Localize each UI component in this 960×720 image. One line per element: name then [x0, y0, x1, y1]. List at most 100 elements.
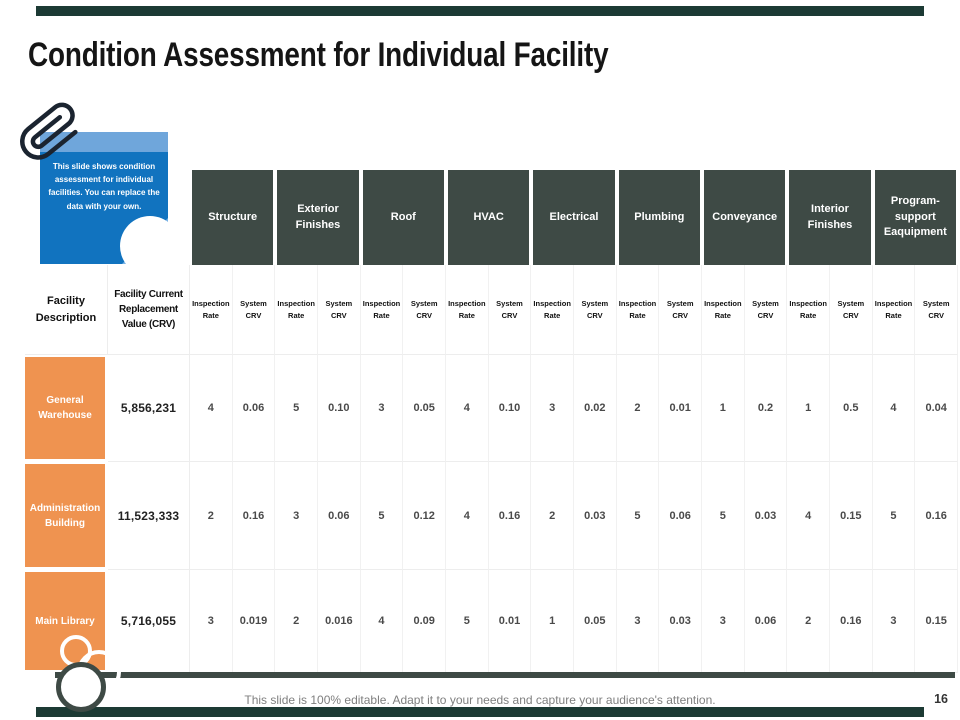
- sticky-note-curl-cut: [120, 216, 180, 276]
- category-header-conveyance: Conveyance: [702, 170, 788, 265]
- value-cell: 0.06: [659, 462, 702, 570]
- category-header-program-support-eaquipment: Program- support Eaquipment: [872, 170, 958, 265]
- facility-description-header: Facility Description: [25, 265, 108, 355]
- category-header-electrical: Electrical: [531, 170, 617, 265]
- top-accent-bar: [36, 6, 924, 16]
- paperclip-icon: [20, 102, 78, 160]
- value-cell: 0.06: [318, 462, 361, 570]
- value-cell: 0.09: [403, 570, 446, 673]
- value-cell: 0.16: [232, 462, 276, 570]
- system-crv-header: System CRV: [830, 265, 873, 355]
- value-cell: 3: [872, 570, 916, 673]
- value-cell: 1: [702, 355, 745, 462]
- system-crv-header: System CRV: [403, 265, 446, 355]
- inspection-rate-header: Inspection Rate: [531, 265, 574, 355]
- inspection-rate-header: Inspection Rate: [787, 265, 830, 355]
- value-cell: 2: [787, 570, 830, 673]
- value-cell: 3: [531, 355, 574, 462]
- system-crv-header: System CRV: [232, 265, 276, 355]
- value-cell: 0.10: [318, 355, 361, 462]
- category-header-hvac: HVAC: [446, 170, 532, 265]
- inspection-rate-header: Inspection Rate: [275, 265, 318, 355]
- value-cell: 5: [702, 462, 745, 570]
- value-cell: 1: [531, 570, 574, 673]
- inspection-rate-header: Inspection Rate: [872, 265, 916, 355]
- value-cell: 0.16: [830, 570, 873, 673]
- value-cell: 0.06: [232, 355, 276, 462]
- category-header-exterior-finishes: Exterior Finishes: [275, 170, 361, 265]
- facility-name-cell: Administration Building: [25, 462, 108, 570]
- system-crv-header: System CRV: [318, 265, 361, 355]
- value-cell: 0.04: [915, 355, 958, 462]
- value-cell: 0.16: [915, 462, 958, 570]
- condition-assessment-table: Structure Exterior Finishes Roof HVAC Electr…: [25, 170, 958, 673]
- value-cell: 3: [616, 570, 660, 673]
- value-cell: 5: [872, 462, 916, 570]
- value-cell: 3: [360, 355, 404, 462]
- bottom-accent-bar: [36, 707, 924, 717]
- value-cell: 2: [616, 355, 660, 462]
- table-bottom-rule: [55, 672, 955, 678]
- value-cell: 2: [531, 462, 574, 570]
- crv-value-cell: 5,716,055: [108, 570, 190, 673]
- system-crv-header: System CRV: [488, 265, 532, 355]
- crv-header: Facility Current Replacement Value (CRV): [108, 265, 190, 355]
- category-header-structure: Structure: [190, 170, 276, 265]
- sticky-note: This slide shows condition assessment fo…: [40, 132, 180, 276]
- value-cell: 5: [446, 570, 489, 673]
- value-cell: 0.15: [915, 570, 958, 673]
- footer-note: This slide is 100% editable. Adapt it to…: [244, 693, 716, 707]
- value-cell: 0.019: [232, 570, 276, 673]
- value-cell: 0.10: [488, 355, 532, 462]
- category-header-roof: Roof: [360, 170, 446, 265]
- category-header-plumbing: Plumbing: [616, 170, 702, 265]
- value-cell: 0.01: [659, 355, 702, 462]
- value-cell: 0.12: [403, 462, 446, 570]
- decor-circle-dark: [56, 662, 106, 712]
- inspection-rate-header: Inspection Rate: [616, 265, 660, 355]
- value-cell: 0.06: [744, 570, 788, 673]
- system-crv-header: System CRV: [744, 265, 788, 355]
- value-cell: 0.2: [744, 355, 788, 462]
- value-cell: 4: [872, 355, 916, 462]
- value-cell: 5: [616, 462, 660, 570]
- value-cell: 0.05: [574, 570, 617, 673]
- value-cell: 0.16: [488, 462, 532, 570]
- value-cell: 3: [702, 570, 745, 673]
- value-cell: 0.05: [403, 355, 446, 462]
- inspection-rate-header: Inspection Rate: [190, 265, 233, 355]
- value-cell: 4: [360, 570, 404, 673]
- value-cell: 5: [360, 462, 404, 570]
- value-cell: 0.02: [574, 355, 617, 462]
- system-crv-header: System CRV: [915, 265, 958, 355]
- value-cell: 5: [275, 355, 318, 462]
- value-cell: 4: [787, 462, 830, 570]
- facility-name-cell: General Warehouse: [25, 355, 108, 462]
- system-crv-header: System CRV: [574, 265, 617, 355]
- value-cell: 3: [190, 570, 233, 673]
- page-title: Condition Assessment for Individual Faci…: [28, 36, 609, 74]
- value-cell: 0.03: [659, 570, 702, 673]
- crv-value-cell: 11,523,333: [108, 462, 190, 570]
- value-cell: 4: [446, 355, 489, 462]
- system-crv-header: System CRV: [659, 265, 702, 355]
- value-cell: 0.03: [744, 462, 788, 570]
- crv-value-cell: 5,856,231: [108, 355, 190, 462]
- value-cell: 0.15: [830, 462, 873, 570]
- inspection-rate-header: Inspection Rate: [360, 265, 404, 355]
- value-cell: 2: [190, 462, 233, 570]
- value-cell: 0.5: [830, 355, 873, 462]
- value-cell: 0.03: [574, 462, 617, 570]
- value-cell: 2: [275, 570, 318, 673]
- inspection-rate-header: Inspection Rate: [702, 265, 745, 355]
- sticky-note-text: This slide shows condition assessment fo…: [48, 162, 160, 211]
- value-cell: 0.016: [318, 570, 361, 673]
- value-cell: 4: [190, 355, 233, 462]
- value-cell: 3: [275, 462, 318, 570]
- page-number: 16: [934, 692, 948, 706]
- value-cell: 4: [446, 462, 489, 570]
- value-cell: 1: [787, 355, 830, 462]
- value-cell: 0.01: [488, 570, 532, 673]
- category-header-interior-finishes: Interior Finishes: [787, 170, 873, 265]
